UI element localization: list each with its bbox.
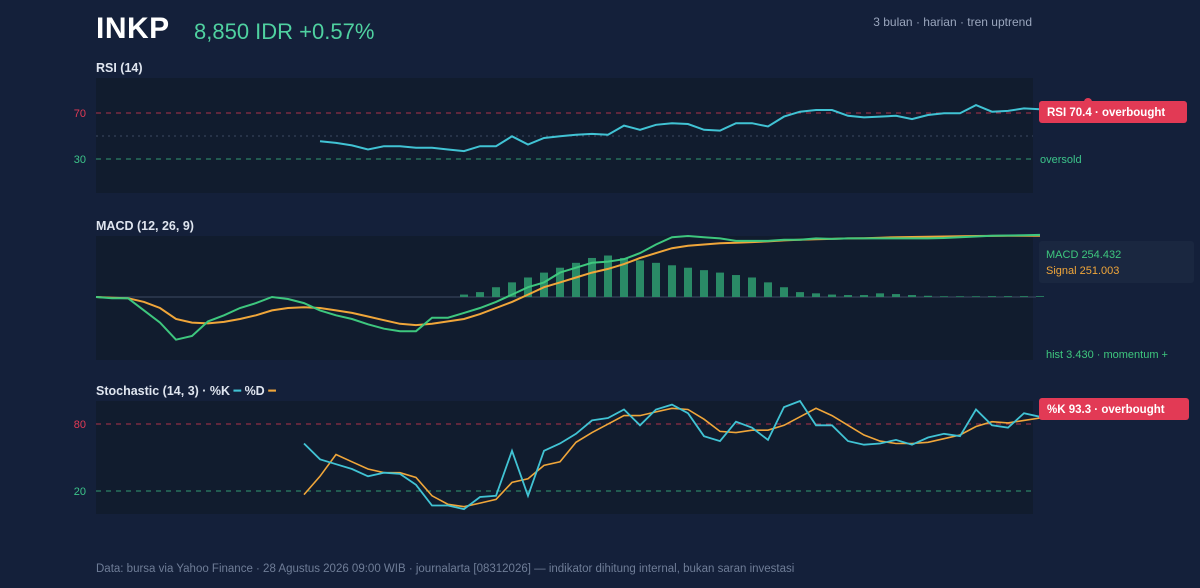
macd-value: MACD 254.432 bbox=[1046, 249, 1121, 261]
histogram-bar bbox=[700, 270, 708, 297]
macd-title: MACD (12, 26, 9) bbox=[96, 219, 194, 233]
rsi-callout bbox=[1039, 101, 1187, 123]
rsi-callout-text: RSI 70.4 · overbought bbox=[1047, 107, 1165, 119]
histogram-bar bbox=[956, 296, 964, 297]
histogram-bar bbox=[748, 277, 756, 297]
histogram-bar bbox=[684, 267, 692, 297]
stoch-callout-text: %K 93.3 · overbought bbox=[1047, 404, 1165, 416]
price-change: 8,850 IDR +0.57% bbox=[194, 19, 375, 44]
histogram-bar bbox=[652, 262, 660, 297]
histogram-bar bbox=[540, 272, 548, 297]
histogram-bar bbox=[732, 275, 740, 297]
k-legend-swatch: ━ bbox=[230, 384, 244, 398]
macd-panel: MACD (12, 26, 9) MACD 254.432 Signal 251… bbox=[95, 219, 1194, 361]
histogram-bar bbox=[636, 260, 644, 297]
histogram-bar bbox=[476, 292, 484, 297]
macd-values-box bbox=[1039, 241, 1194, 283]
histogram-bar bbox=[860, 295, 868, 297]
histogram-label: hist 3.430 · momentum + bbox=[1046, 349, 1168, 361]
rsi-tick-70: 70 bbox=[74, 108, 86, 120]
stochastic-panel: Stochastic (14, 3) · %K ━ %D ━ 80 20 %K … bbox=[74, 384, 1189, 514]
histogram-bar bbox=[828, 294, 836, 297]
histogram-bar bbox=[716, 272, 724, 297]
histogram-bar bbox=[812, 293, 820, 297]
histogram-bar bbox=[1004, 296, 1012, 297]
ticker-symbol: INKP bbox=[96, 12, 170, 45]
histogram-bar bbox=[972, 296, 980, 297]
histogram-bar bbox=[668, 265, 676, 297]
histogram-bar bbox=[1036, 296, 1044, 297]
macd-histogram bbox=[460, 255, 1044, 297]
histogram-bar bbox=[892, 294, 900, 297]
histogram-bar bbox=[508, 282, 516, 297]
histogram-bar bbox=[492, 287, 500, 297]
d-legend-label: %D bbox=[245, 384, 265, 398]
d-legend-swatch: ━ bbox=[265, 384, 276, 398]
histogram-bar bbox=[780, 287, 788, 297]
histogram-bar bbox=[796, 292, 804, 297]
stoch-tick-20: 20 bbox=[74, 486, 86, 498]
histogram-bar bbox=[1020, 296, 1028, 297]
stoch-title-text: Stochastic (14, 3) · %K bbox=[96, 384, 230, 398]
rsi-tick-30: 30 bbox=[74, 154, 86, 166]
rsi-line bbox=[319, 101, 1089, 153]
histogram-bar bbox=[908, 295, 916, 297]
rsi-title: RSI (14) bbox=[96, 61, 143, 75]
macd-plot-area bbox=[96, 236, 1033, 360]
histogram-bar bbox=[572, 262, 580, 297]
rsi-oversold-label: oversold bbox=[1040, 154, 1082, 166]
rsi-panel: RSI (14) 70 30 RSI 70.4 · overbought ove… bbox=[74, 61, 1187, 193]
stoch-callout bbox=[1039, 398, 1189, 420]
stoch-k-line bbox=[303, 399, 1089, 511]
histogram-bar bbox=[924, 295, 932, 297]
histogram-bar bbox=[604, 255, 612, 297]
macd-line bbox=[95, 233, 1041, 341]
stoch-title: Stochastic (14, 3) · %K ━ %D ━ bbox=[96, 384, 276, 398]
chart-header: INKP 8,850 IDR +0.57% 3 bulan · harian ·… bbox=[96, 10, 1036, 50]
signal-value: Signal 251.003 bbox=[1046, 265, 1119, 277]
histogram-bar bbox=[988, 296, 996, 297]
stoch-tick-80: 80 bbox=[74, 419, 86, 431]
histogram-bar bbox=[940, 296, 948, 297]
histogram-bar bbox=[460, 294, 468, 297]
histogram-bar bbox=[588, 257, 596, 297]
histogram-bar bbox=[844, 295, 852, 297]
histogram-bar bbox=[876, 293, 884, 297]
chart-meta: 3 bulan · harian · tren uptrend bbox=[873, 15, 1032, 29]
footer-note: Data: bursa via Yahoo Finance · 28 Agust… bbox=[96, 563, 795, 575]
histogram-bar bbox=[764, 282, 772, 297]
histogram-bar bbox=[620, 257, 628, 297]
